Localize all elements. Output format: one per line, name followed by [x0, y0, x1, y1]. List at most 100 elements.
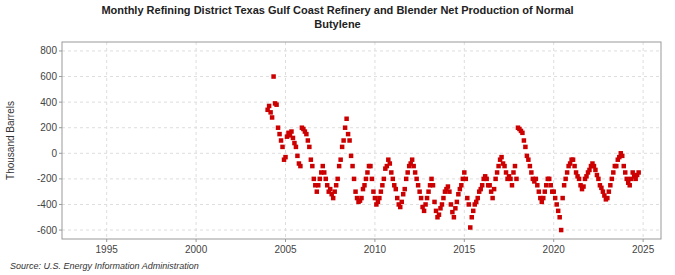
point: [534, 177, 539, 182]
tick-mark: [59, 76, 62, 77]
point: [484, 177, 489, 182]
point: [511, 170, 516, 175]
tick-label: -400: [37, 199, 57, 210]
point: [554, 202, 559, 207]
point: [283, 155, 288, 160]
source: Source: U.S. Energy Information Administ…: [10, 261, 199, 271]
point: [310, 164, 315, 169]
point: [520, 131, 525, 136]
tick-label: 2015: [453, 244, 476, 255]
point: [557, 215, 562, 220]
point: [379, 189, 384, 194]
point: [368, 164, 373, 169]
point: [453, 206, 458, 211]
title: Monthly Refining District Texas Gulf Coa…: [101, 4, 573, 30]
grid-line: [62, 178, 661, 179]
plot-frame: [62, 42, 661, 239]
tick-mark: [59, 127, 62, 128]
point: [318, 177, 323, 182]
point: [462, 170, 467, 175]
title-line: Butylene: [314, 18, 360, 30]
point: [340, 145, 345, 150]
tick-label: 2020: [543, 244, 566, 255]
tick-mark: [59, 102, 62, 103]
grid: [62, 42, 661, 239]
point: [467, 202, 472, 207]
point: [292, 141, 297, 146]
point: [337, 164, 342, 169]
point: [630, 170, 635, 175]
point: [492, 187, 497, 192]
point: [592, 164, 597, 169]
point: [277, 132, 282, 137]
point: [446, 184, 451, 189]
point: [633, 177, 638, 182]
point: [279, 138, 284, 143]
point: [405, 170, 410, 175]
point: [431, 183, 436, 188]
point: [458, 187, 463, 192]
point: [322, 170, 327, 175]
point: [474, 200, 479, 205]
point: [362, 183, 367, 188]
point: [601, 189, 606, 194]
grid-line: [374, 42, 375, 239]
point: [298, 164, 303, 169]
grid-line: [62, 76, 661, 77]
point: [551, 189, 556, 194]
point: [328, 187, 333, 192]
point: [496, 164, 501, 169]
point: [411, 164, 416, 169]
tick-label: 2000: [185, 244, 208, 255]
point: [267, 104, 272, 109]
point: [571, 157, 576, 162]
tick-mark: [196, 239, 197, 242]
point: [347, 138, 352, 143]
point: [270, 115, 275, 120]
point: [419, 196, 424, 201]
tick-mark: [553, 239, 554, 242]
point: [456, 192, 461, 197]
point: [587, 168, 592, 173]
point: [547, 177, 552, 182]
point: [429, 177, 434, 182]
point: [410, 157, 415, 162]
point: [274, 102, 279, 107]
point: [323, 177, 328, 182]
point: [304, 132, 309, 137]
point: [346, 132, 351, 137]
tick-mark: [643, 239, 644, 242]
point: [380, 183, 385, 188]
point: [525, 154, 530, 159]
point: [471, 209, 476, 214]
point: [371, 189, 376, 194]
point: [513, 164, 518, 169]
point: [610, 177, 615, 182]
point: [361, 187, 366, 192]
point: [499, 155, 504, 160]
tick-label: 1995: [96, 244, 119, 255]
tick-label: 800: [40, 45, 57, 56]
point: [395, 196, 400, 201]
point: [294, 145, 299, 150]
point: [441, 196, 446, 201]
tick-mark: [59, 178, 62, 179]
point: [280, 145, 285, 150]
tick-label: 200: [40, 122, 57, 133]
point: [291, 136, 296, 141]
point: [338, 157, 343, 162]
grid-line: [464, 42, 465, 239]
point: [268, 110, 273, 115]
point: [377, 196, 382, 201]
tick-mark: [374, 239, 375, 242]
point: [624, 177, 629, 182]
tick-mark: [59, 50, 62, 51]
point: [636, 170, 641, 175]
point: [432, 200, 437, 205]
point: [544, 183, 549, 188]
point: [315, 189, 320, 194]
tick-mark: [464, 239, 465, 242]
point: [352, 177, 357, 182]
point: [364, 177, 369, 182]
point: [414, 177, 419, 182]
